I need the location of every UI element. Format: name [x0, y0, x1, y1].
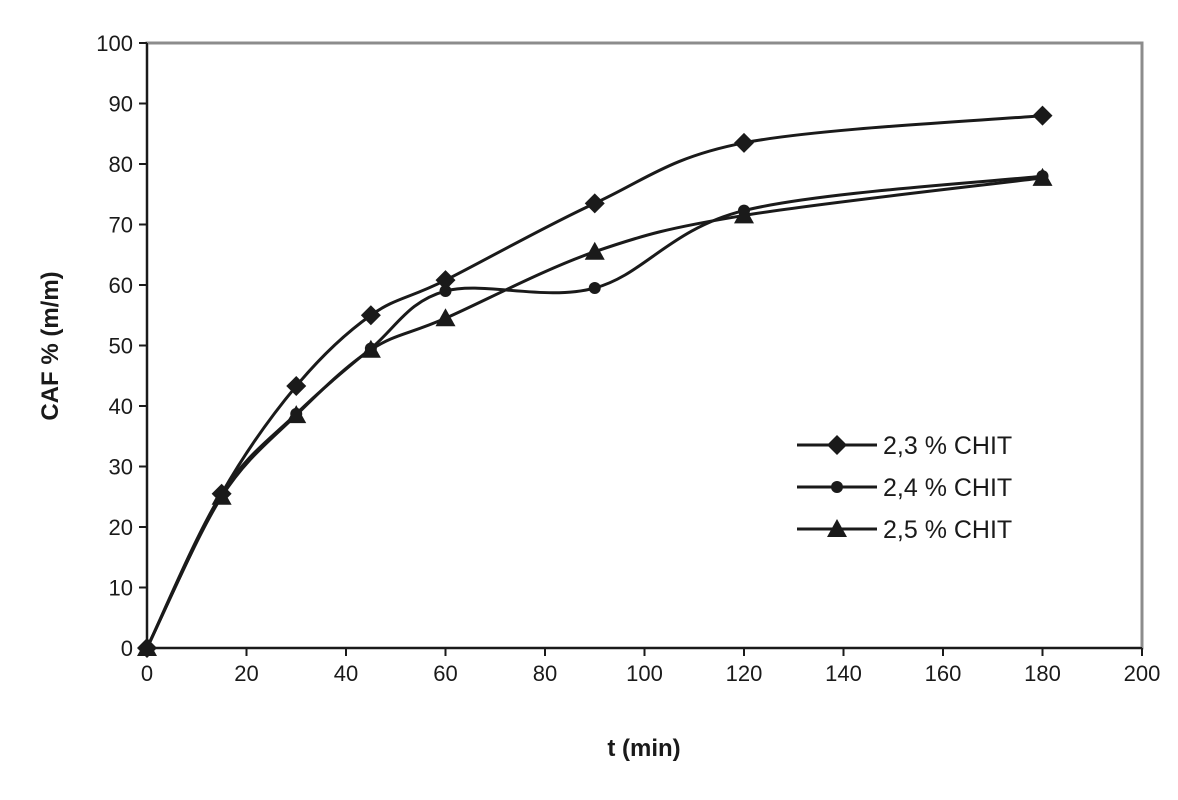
x-tick-label: 80 — [533, 661, 557, 686]
data-point — [1032, 167, 1053, 186]
data-point — [439, 285, 452, 298]
data-point — [137, 638, 157, 656]
x-tick-label: 60 — [433, 661, 457, 686]
data-point — [360, 339, 381, 358]
series-layer — [137, 105, 1053, 658]
data-point — [584, 193, 605, 214]
y-tick-label: 60 — [109, 273, 133, 298]
y-tick-label: 90 — [109, 92, 133, 117]
legend-marker — [827, 519, 847, 537]
y-tick-label: 40 — [109, 394, 133, 419]
legend-marker — [827, 435, 847, 455]
y-tick-label: 30 — [109, 455, 133, 480]
y-tick-label: 100 — [96, 31, 133, 56]
axis-ticks: 0 20 40 60 80 100 120 140 160 180 200 0 10 20 30 40 50 60… — [96, 31, 1160, 686]
x-tick-label: 20 — [234, 661, 258, 686]
legend-entry: 2,3 % CHIT — [797, 432, 1012, 460]
legend-marker — [831, 481, 843, 493]
y-tick-label: 80 — [109, 152, 133, 177]
legend-label: 2,3 % CHIT — [883, 432, 1012, 460]
x-tick-label: 160 — [925, 661, 962, 686]
data-point — [584, 241, 605, 260]
data-point — [286, 376, 307, 397]
x-axis-title: t (min) — [607, 735, 680, 762]
data-point — [588, 282, 601, 295]
y-tick-label: 10 — [109, 576, 133, 601]
legend-label: 2,5 % CHIT — [883, 516, 1012, 544]
data-point — [286, 405, 307, 424]
data-point — [1032, 105, 1053, 126]
y-tick-label: 70 — [109, 213, 133, 238]
data-point — [360, 305, 381, 326]
legend-entry: 2,4 % CHIT — [797, 474, 1012, 502]
y-tick-label: 20 — [109, 515, 133, 540]
x-tick-label: 40 — [334, 661, 358, 686]
data-point — [211, 486, 232, 505]
legend-label: 2,4 % CHIT — [883, 474, 1012, 502]
legend-entry: 2,5 % CHIT — [797, 516, 1012, 544]
data-point — [435, 270, 456, 291]
data-point — [435, 308, 456, 327]
x-tick-label: 140 — [825, 661, 862, 686]
x-tick-label: 180 — [1024, 661, 1061, 686]
data-point — [734, 132, 754, 153]
legend: 2,3 % CHIT 2,4 % CHIT 2,5 % CHIT — [797, 432, 1012, 544]
x-tick-label: 0 — [141, 661, 153, 686]
y-tick-label: 50 — [109, 334, 133, 359]
series-3 — [137, 167, 1053, 656]
data-point — [734, 205, 754, 224]
y-axis-title: CAF % (m/m) — [37, 271, 64, 420]
y-tick-label: 0 — [121, 636, 133, 661]
x-tick-label: 200 — [1124, 661, 1161, 686]
x-tick-label: 100 — [626, 661, 663, 686]
plot-area-frame — [145, 41, 1144, 650]
x-tick-label: 120 — [726, 661, 763, 686]
